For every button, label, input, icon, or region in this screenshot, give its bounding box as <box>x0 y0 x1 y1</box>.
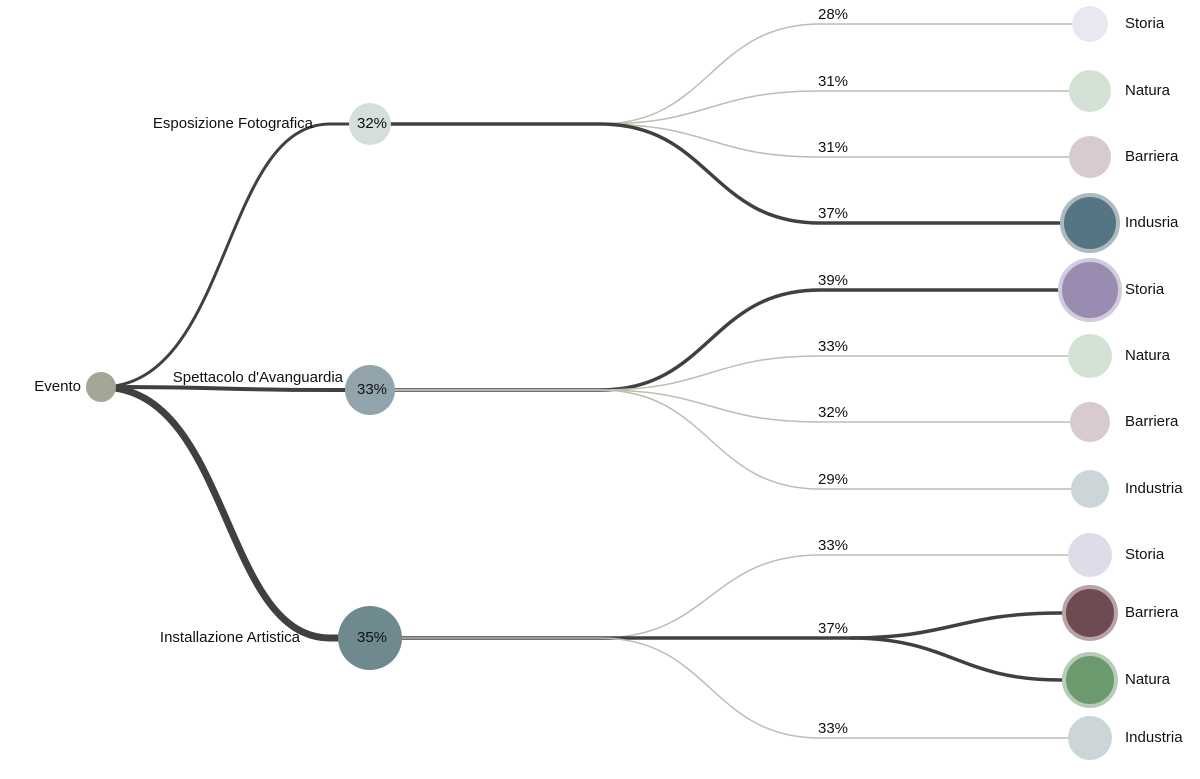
link <box>100 383 370 642</box>
leaf-label: Natura <box>1125 671 1171 688</box>
link <box>370 23 1090 125</box>
link <box>370 122 1090 225</box>
leaf-label: Barriera <box>1125 413 1179 430</box>
group-value: 39% <box>818 272 848 289</box>
group-value: 37% <box>818 620 848 637</box>
branch-label: Installazione Artistica <box>160 629 301 646</box>
link <box>370 123 1090 158</box>
leaf-node <box>1069 136 1111 178</box>
leaf-label: Industria <box>1125 480 1183 497</box>
group-value: 37% <box>818 205 848 222</box>
link <box>370 637 1090 739</box>
root-node <box>86 372 116 402</box>
link <box>370 355 1090 391</box>
branch-value: 33% <box>357 381 387 398</box>
group-value: 32% <box>818 404 848 421</box>
leaf-label: Indusria <box>1125 214 1179 231</box>
leaf-node <box>1068 533 1112 577</box>
leaf-node <box>1072 6 1108 42</box>
link <box>100 122 370 389</box>
leaf-node <box>1069 70 1111 112</box>
branch-node <box>349 103 391 145</box>
branch-value: 35% <box>357 629 387 646</box>
link <box>370 389 1090 423</box>
leaf-label: Barriera <box>1125 148 1179 165</box>
link <box>849 611 1090 640</box>
branch-node <box>338 606 402 670</box>
leaf-label: Natura <box>1125 82 1171 99</box>
leaf-node <box>1058 258 1122 322</box>
leaf-node <box>1068 716 1112 760</box>
group-value: 33% <box>818 720 848 737</box>
leaf-label: Natura <box>1125 347 1171 364</box>
leaf-node <box>1060 193 1120 253</box>
group-value: 33% <box>818 338 848 355</box>
leaf-label: Barriera <box>1125 604 1179 621</box>
leaf-node <box>1068 334 1112 378</box>
leaf-label: Storia <box>1125 281 1165 298</box>
group-value: 28% <box>818 6 848 23</box>
group-value: 33% <box>818 537 848 554</box>
link <box>370 288 1090 392</box>
link <box>370 554 1090 639</box>
group-value: 31% <box>818 73 848 90</box>
leaf-node <box>1070 402 1110 442</box>
link <box>370 389 1090 490</box>
leaf-node <box>1071 470 1109 508</box>
branch-label: Spettacolo d'Avanguardia <box>173 369 344 386</box>
leaf-label: Storia <box>1125 546 1165 563</box>
branch-node <box>345 365 395 415</box>
leaf-node <box>1062 652 1118 708</box>
group-value: 29% <box>818 471 848 488</box>
link <box>849 636 1090 682</box>
branch-label: Esposizione Fotografica <box>153 115 314 132</box>
root-label: Evento <box>34 378 81 395</box>
group-value: 31% <box>818 139 848 156</box>
link <box>100 385 370 392</box>
branch-value: 32% <box>357 115 387 132</box>
leaf-label: Industria <box>1125 729 1183 746</box>
leaf-node <box>1062 585 1118 641</box>
link <box>370 90 1090 125</box>
leaf-label: Storia <box>1125 15 1165 32</box>
